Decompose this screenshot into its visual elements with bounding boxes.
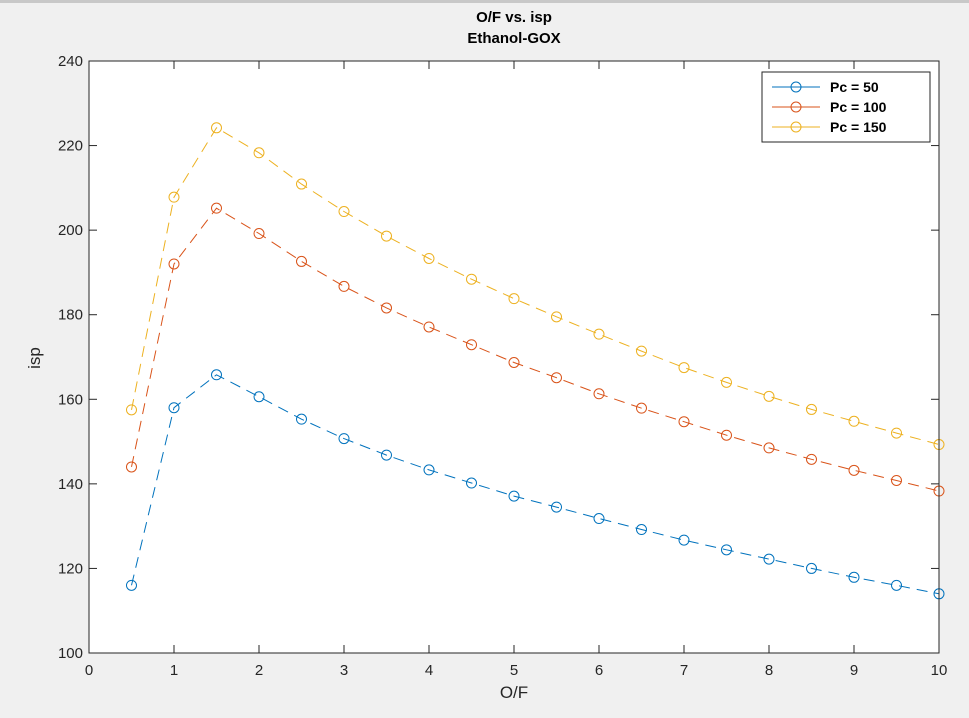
- axes-layer: 0 1 2 3 4 5 6 7 8 9 10 100 120 140 160 180 200 220 240: [58, 53, 947, 679]
- data-point: [848, 571, 860, 583]
- window-top-edge: [0, 0, 969, 3]
- series-3: [126, 122, 945, 451]
- legend-item: Pc = 100: [772, 99, 887, 115]
- legend-label: Pc = 50: [830, 79, 879, 95]
- legend-item: Pc = 150: [772, 119, 887, 135]
- data-point: [593, 513, 605, 525]
- data-point: [763, 553, 775, 565]
- x-tick-label: 10: [931, 662, 948, 679]
- data-point: [296, 413, 307, 425]
- legend-swatch-marker: [790, 101, 802, 113]
- y-tick-label: 240: [58, 53, 83, 70]
- data-point: [763, 442, 775, 454]
- data-point: [508, 356, 520, 368]
- x-tick-label: 3: [340, 662, 348, 679]
- x-tick-label: 0: [85, 662, 93, 679]
- y-tick-label: 100: [58, 645, 83, 662]
- data-point: [593, 328, 605, 340]
- legend-label: Pc = 150: [830, 119, 887, 135]
- data-point: [678, 416, 690, 428]
- y-tick-label: 200: [58, 222, 83, 239]
- data-point: [848, 415, 860, 427]
- data-point: [806, 453, 817, 465]
- data-point: [126, 579, 137, 591]
- data-point: [508, 293, 520, 305]
- data-point: [551, 372, 562, 384]
- data-point: [211, 369, 222, 381]
- data-point: [253, 147, 265, 159]
- x-tick-label: 8: [765, 662, 773, 679]
- y-tick-label: 140: [58, 476, 83, 493]
- legend-swatch-marker: [790, 121, 802, 133]
- data-point: [296, 255, 307, 267]
- data-point: [593, 388, 605, 400]
- y-tick-label: 220: [58, 138, 83, 155]
- data-point: [381, 302, 392, 314]
- data-point: [168, 191, 180, 203]
- data-point: [211, 122, 222, 134]
- data-point: [296, 178, 307, 190]
- data-point: [338, 206, 350, 218]
- x-tick-label: 1: [170, 662, 178, 679]
- data-point: [126, 461, 137, 473]
- y-tick-label: 160: [58, 391, 83, 408]
- data-point: [636, 345, 647, 357]
- x-tick-label: 2: [255, 662, 263, 679]
- data-point: [423, 321, 435, 333]
- data-point: [466, 273, 477, 285]
- data-point: [678, 362, 690, 374]
- data-point: [168, 402, 180, 414]
- data-point: [338, 433, 350, 445]
- data-point: [551, 501, 562, 513]
- series-line: [131, 374, 940, 595]
- data-point: [806, 562, 817, 574]
- data-point: [891, 579, 902, 591]
- data-point: [423, 464, 435, 476]
- data-point: [721, 544, 732, 556]
- legend-item: Pc = 50: [772, 79, 879, 95]
- data-point: [423, 252, 435, 264]
- data-point: [126, 404, 137, 416]
- data-point: [381, 230, 392, 242]
- y-tick-label: 120: [58, 560, 83, 577]
- data-point: [466, 339, 477, 351]
- data-point: [466, 477, 477, 489]
- data-point: [636, 402, 647, 414]
- data-point: [381, 449, 392, 461]
- data-point: [636, 524, 647, 536]
- legend: Pc = 50 Pc = 100 Pc = 150: [761, 71, 931, 143]
- x-axis-label: O/F: [500, 683, 528, 702]
- data-point: [763, 390, 775, 402]
- series-line: [131, 207, 940, 492]
- data-point: [891, 427, 902, 439]
- series-1: [126, 369, 945, 600]
- data-point: [806, 403, 817, 415]
- data-point: [721, 429, 732, 441]
- x-tick-label: 5: [510, 662, 518, 679]
- y-axis-label: isp: [25, 347, 44, 369]
- data-point: [211, 202, 222, 214]
- legend-label: Pc = 100: [830, 99, 887, 115]
- x-tick-label: 9: [850, 662, 858, 679]
- data-point: [678, 534, 690, 546]
- x-tick-label: 6: [595, 662, 603, 679]
- data-point: [338, 280, 350, 292]
- data-point: [253, 228, 265, 240]
- y-tick-label: 180: [58, 307, 83, 324]
- data-point: [508, 490, 520, 502]
- x-tick-label: 4: [425, 662, 433, 679]
- x-tick-label: 7: [680, 662, 688, 679]
- legend-swatch-marker: [790, 81, 802, 93]
- data-point: [721, 376, 732, 388]
- data-point: [848, 464, 860, 476]
- data-point: [551, 311, 562, 323]
- chart-title: O/F vs. isp: [476, 9, 552, 26]
- data-point: [891, 474, 902, 486]
- data-point: [168, 258, 180, 270]
- chart-subtitle: Ethanol-GOX: [467, 30, 560, 47]
- data-point: [253, 391, 265, 403]
